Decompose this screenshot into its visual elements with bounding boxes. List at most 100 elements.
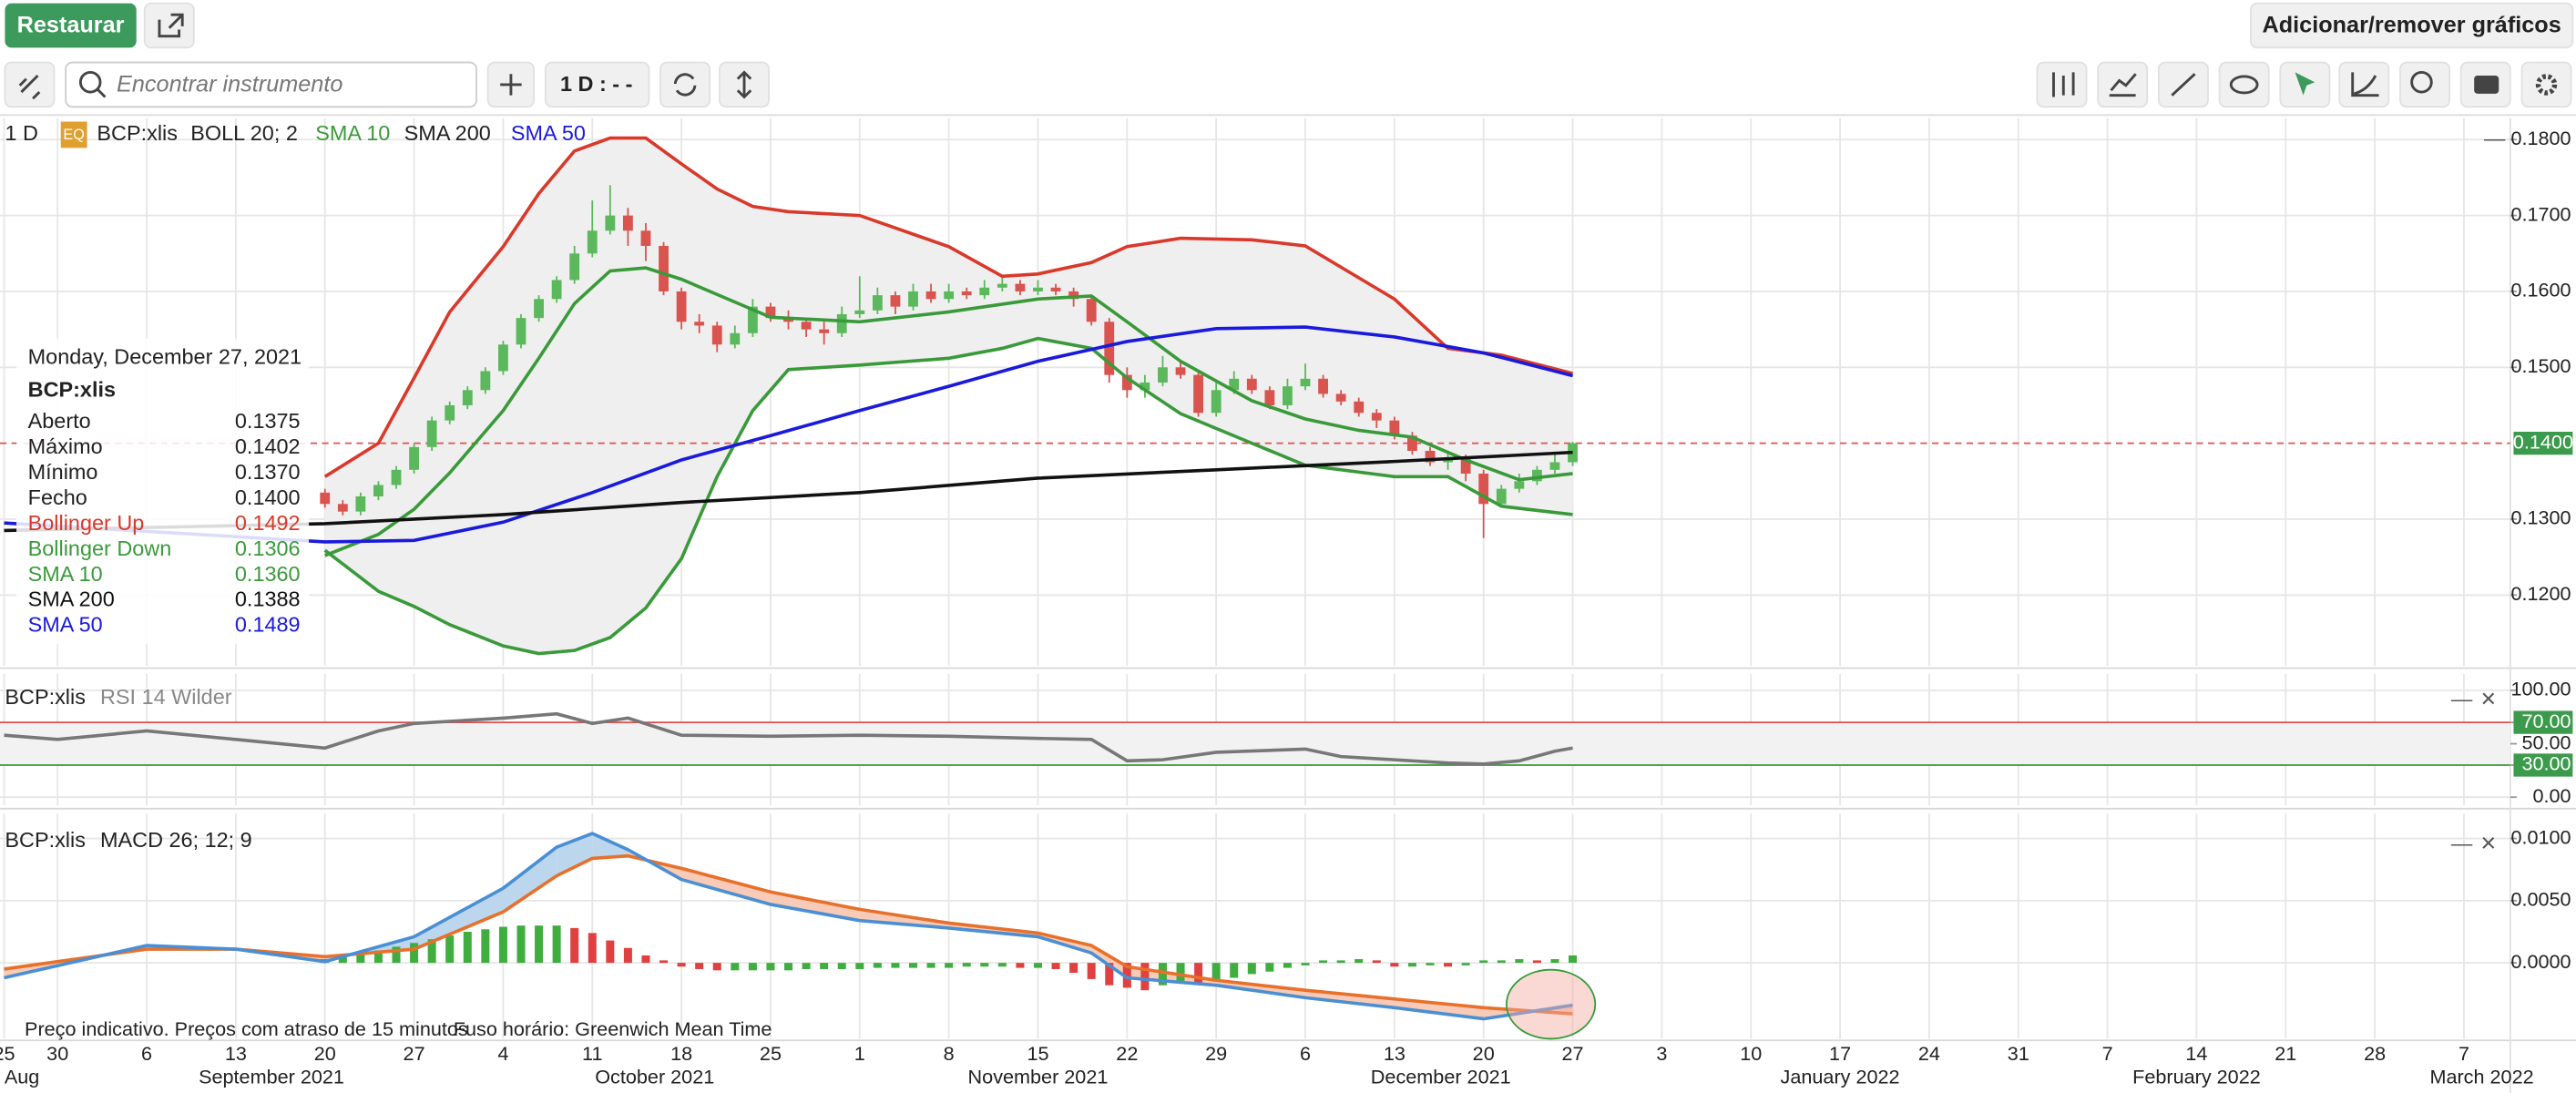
y-tick-label: 0.0000	[2510, 950, 2571, 973]
search-box[interactable]	[65, 61, 477, 108]
refresh-button[interactable]	[659, 61, 711, 108]
macd-histogram-bar	[1122, 963, 1131, 988]
candle-body	[979, 287, 990, 296]
overlay: 1 D EQ BCP:xlis BOLL 20; 2 SMA 10 SMA 20…	[5, 121, 2506, 1040]
tooltip-value: 0.1370	[235, 460, 301, 484]
macd-histogram-bar	[410, 943, 419, 964]
candle-body	[659, 245, 669, 291]
camera-icon	[2474, 76, 2499, 94]
tooltip-label: SMA 10	[28, 562, 103, 586]
x-tick-label: 18	[670, 1042, 692, 1065]
resize-icon	[736, 70, 752, 99]
add-remove-button[interactable]	[2249, 2, 2574, 49]
macd-title: MACD 26; 12; 9	[100, 828, 252, 852]
view-tool[interactable]	[2218, 61, 2270, 108]
close-rsi[interactable]: ×	[2480, 684, 2496, 713]
tooltip-value: 0.1360	[235, 562, 301, 586]
footer-timezone: Fuso horário: Greenwich Mean Time	[454, 1017, 772, 1040]
month-label: January 2022	[1781, 1065, 1900, 1088]
legend-badge-text: EQ	[63, 127, 84, 143]
macd-histogram-bar	[588, 933, 597, 964]
candle-body	[1335, 393, 1346, 402]
macd-histogram-bar	[980, 963, 989, 967]
candle-body	[373, 485, 383, 496]
candle-body	[1211, 390, 1222, 414]
macd-histogram-bar	[1265, 963, 1274, 972]
candle-body	[1121, 374, 1132, 391]
candle-tool[interactable]	[2036, 61, 2088, 108]
candle-body	[1140, 382, 1150, 391]
popout-button[interactable]	[143, 2, 195, 49]
candle-body	[1158, 367, 1168, 383]
macd-histogram-bar	[1497, 960, 1506, 964]
macd-histogram-bar	[373, 950, 383, 964]
candle-body	[1407, 435, 1417, 451]
minimize-macd[interactable]: —	[2451, 832, 2473, 855]
search-icon	[78, 70, 102, 94]
candle-body	[854, 310, 865, 314]
macd-histogram-bar	[659, 960, 669, 964]
curve-tool[interactable]	[2338, 61, 2390, 108]
y-tick-label: 0.1700	[2510, 202, 2571, 225]
y-tick-label: 0.00	[2533, 784, 2571, 807]
add-remove-label[interactable]: Adicionar/remover gráficos	[2262, 13, 2561, 38]
settings-tool[interactable]	[2520, 61, 2572, 108]
macd-histogram-bar	[498, 926, 507, 964]
close-macd[interactable]: ×	[2480, 829, 2496, 858]
x-tick-label: 20	[314, 1042, 336, 1065]
x-tick-label: 6	[141, 1042, 152, 1065]
x-tick-label: 24	[1918, 1042, 1940, 1065]
candle-icon	[2052, 72, 2075, 97]
footer-notice: Preço indicativo. Preços com atraso de 1…	[25, 1017, 468, 1040]
macd-histogram-bar	[445, 935, 455, 964]
tooltip-panel	[16, 338, 310, 645]
month-label: February 2022	[2132, 1065, 2261, 1088]
macd-histogram-bar	[338, 956, 347, 964]
tooltip-value: 0.1402	[235, 434, 301, 458]
sma-line	[4, 325, 1573, 544]
candle-body	[1496, 488, 1507, 505]
macd-histogram-bar	[766, 963, 775, 971]
x-tick-label: 17	[1829, 1042, 1851, 1065]
indicator-tool[interactable]	[2097, 61, 2149, 108]
y-tick-label: 0.0050	[2510, 888, 2571, 911]
legend-interval: 1 D	[5, 121, 37, 145]
x-tick-label: 4	[497, 1042, 508, 1065]
y-tick-label: 0.1800	[2510, 127, 2571, 149]
minimize-price[interactable]: —	[2484, 127, 2506, 150]
macd-histogram-bar	[1158, 963, 1167, 986]
y-tick-label: 30.00	[2521, 752, 2571, 775]
y-tick-label: 100.00	[2510, 678, 2571, 700]
x-tick-label: 3	[1656, 1042, 1667, 1065]
macd-histogram-bar	[1301, 963, 1310, 965]
zoom-tool[interactable]	[2399, 61, 2451, 108]
macd-histogram-bar	[1016, 963, 1025, 968]
minimize-rsi[interactable]: —	[2451, 687, 2473, 710]
macd-histogram-bar	[1194, 963, 1203, 985]
restore-label[interactable]: Restaurar	[17, 13, 125, 38]
x-tick-label: 11	[582, 1042, 602, 1065]
y-tick-label: 0.1200	[2510, 582, 2571, 605]
macd-histogram-bar	[1354, 959, 1364, 964]
macd-histogram-bar	[1176, 963, 1185, 983]
macd-histogram-bar	[1087, 963, 1096, 979]
interval-label[interactable]: 1 D : - -	[560, 72, 632, 96]
macd-histogram-bar	[641, 955, 650, 964]
candle-body	[1015, 283, 1026, 291]
candle-body	[516, 318, 526, 345]
y-tick-label: 0.1600	[2510, 279, 2571, 301]
interval-button[interactable]	[544, 61, 650, 108]
macd-histogram-bar	[1372, 960, 1381, 964]
candle-body	[587, 230, 598, 254]
macd-histogram-bar	[873, 963, 882, 968]
macd-histogram-bar	[1569, 955, 1578, 964]
candle-body	[1354, 401, 1365, 414]
tooltip-date: Monday, December 27, 2021	[28, 345, 302, 369]
macd-fill	[1305, 990, 1395, 1008]
restore-button[interactable]	[5, 3, 137, 48]
sma-line	[324, 266, 1573, 557]
macd-histogram-bar	[356, 953, 365, 964]
macd-histogram-bar	[606, 940, 615, 964]
x-tick-label: 7	[2102, 1042, 2113, 1065]
candle-body	[498, 344, 508, 372]
